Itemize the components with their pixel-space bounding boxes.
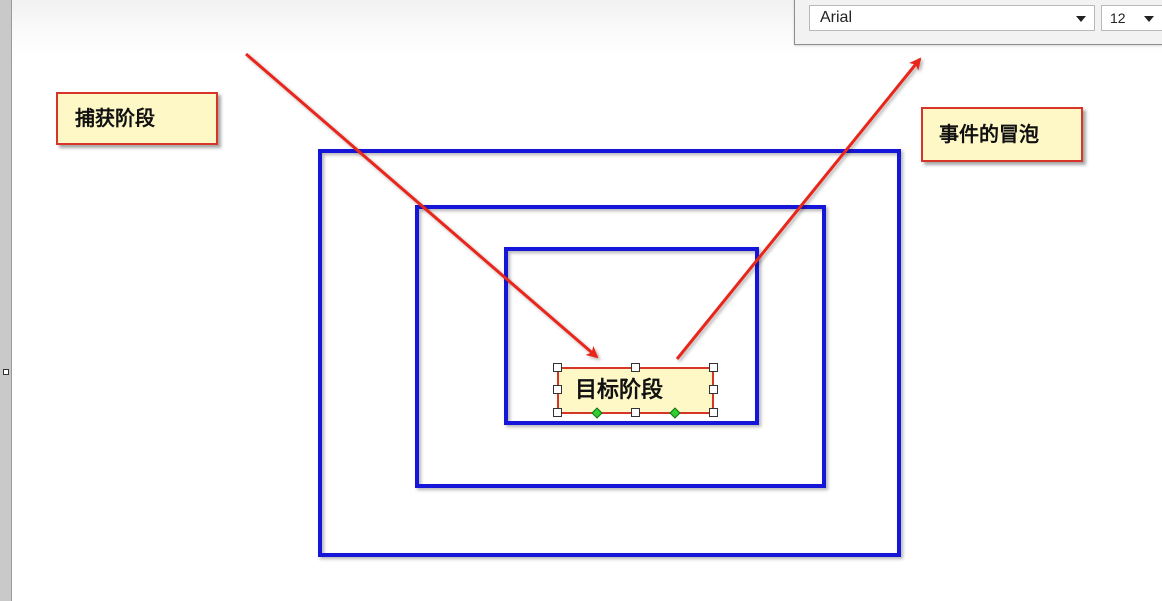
middle-element-frame[interactable] bbox=[415, 205, 826, 488]
resize-handle-middle-left[interactable] bbox=[553, 385, 562, 394]
font-size-select[interactable]: 12 bbox=[1101, 5, 1162, 31]
resize-handle-top-left[interactable] bbox=[553, 363, 562, 372]
font-family-value: Arial bbox=[820, 9, 853, 26]
bubble-arrow[interactable] bbox=[675, 57, 922, 360]
format-toolbar: Arial 12 bbox=[794, 0, 1162, 45]
chevron-down-icon[interactable] bbox=[1144, 16, 1154, 22]
left-ruler bbox=[0, 0, 12, 601]
capture-phase-text: 捕获阶段 bbox=[75, 106, 155, 130]
bubble-phase-label[interactable]: 事件的冒泡 bbox=[921, 107, 1083, 162]
target-phase-text: 目标阶段 bbox=[575, 378, 664, 403]
capture-phase-label[interactable]: 捕获阶段 bbox=[56, 92, 218, 145]
resize-handle-top-center[interactable] bbox=[631, 363, 640, 372]
chevron-down-icon[interactable] bbox=[1076, 16, 1086, 22]
font-family-select[interactable]: Arial bbox=[809, 5, 1095, 31]
font-size-value: 12 bbox=[1110, 10, 1126, 26]
resize-handle-top-right[interactable] bbox=[709, 363, 718, 372]
bubble-phase-text: 事件的冒泡 bbox=[939, 122, 1039, 146]
resize-handle-bottom-right[interactable] bbox=[709, 408, 718, 417]
resize-handle-bottom-left[interactable] bbox=[553, 408, 562, 417]
target-phase-label[interactable]: 目标阶段 bbox=[557, 367, 714, 414]
resize-handle-bottom-center[interactable] bbox=[631, 408, 640, 417]
page-resize-handle[interactable] bbox=[3, 369, 9, 375]
capture-arrow[interactable] bbox=[245, 52, 599, 359]
outer-element-frame[interactable] bbox=[318, 149, 901, 557]
resize-handle-middle-right[interactable] bbox=[709, 385, 718, 394]
inner-element-frame[interactable] bbox=[504, 247, 759, 425]
